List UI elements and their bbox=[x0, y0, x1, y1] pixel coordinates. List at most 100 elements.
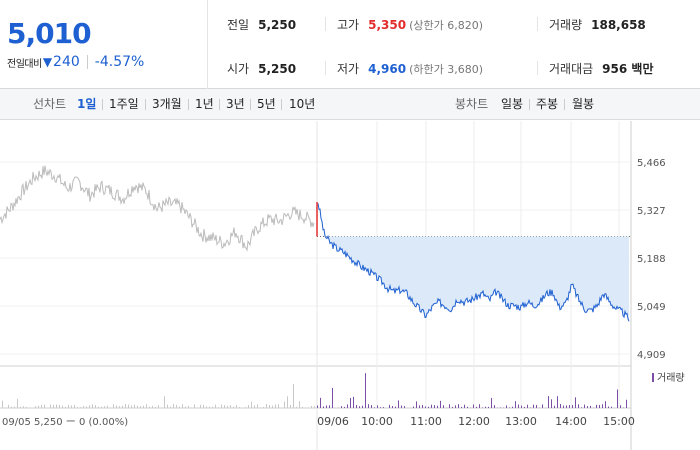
price-chart[interactable]: 5,466 5,327 5,188 5,049 4,909 09/06 10:00 11:00… bbox=[0, 121, 700, 450]
change-percent: -4.57% bbox=[94, 54, 145, 70]
volume-bar bbox=[494, 405, 495, 408]
volume-bar bbox=[596, 404, 597, 408]
lower-limit: (하한가 3,680) bbox=[409, 63, 483, 76]
volume-bar bbox=[371, 405, 372, 408]
time-tick-label: 14:00 bbox=[555, 415, 587, 428]
candle-daily-button[interactable]: 일봉 bbox=[501, 97, 524, 111]
volume-bar bbox=[347, 404, 348, 408]
period-10y-button[interactable]: 10년 bbox=[289, 97, 316, 111]
time-tick-label: 09/06 bbox=[317, 415, 349, 428]
upper-limit: (상한가 6,820) bbox=[409, 19, 483, 32]
volume-bar bbox=[359, 406, 360, 408]
period-5y-button[interactable]: 5년 bbox=[257, 97, 276, 111]
volume-bar bbox=[251, 401, 252, 408]
volume-bar bbox=[443, 405, 444, 408]
volume-bar bbox=[83, 405, 84, 408]
period-3y-button[interactable]: 3년 bbox=[226, 97, 245, 111]
volume-bar bbox=[368, 404, 369, 408]
volume-bar bbox=[119, 406, 120, 408]
volume-bar bbox=[59, 404, 60, 408]
volume-bar bbox=[455, 405, 456, 408]
volume-bar bbox=[536, 404, 537, 408]
volume-legend-swatch bbox=[652, 373, 654, 382]
candle-monthly-button[interactable]: 월봉 bbox=[572, 97, 595, 111]
volume-bar bbox=[167, 404, 168, 408]
volume-bar bbox=[260, 407, 261, 408]
low-label: 저가 bbox=[337, 62, 360, 76]
volume-bar bbox=[302, 406, 303, 408]
volume-bar bbox=[155, 406, 156, 408]
volume-bar bbox=[95, 405, 96, 408]
current-price: 5,010 bbox=[7, 17, 92, 50]
volume-bar bbox=[626, 399, 627, 408]
volume-bar bbox=[584, 404, 585, 408]
volume-bar bbox=[143, 405, 144, 408]
price-chart-svg: 5,466 5,327 5,188 5,049 4,909 09/06 10:00 11:00… bbox=[0, 121, 685, 450]
divider bbox=[250, 99, 251, 110]
divider bbox=[325, 17, 326, 31]
prev-close-label: 전일 bbox=[227, 18, 250, 32]
period-1y-button[interactable]: 1년 bbox=[195, 97, 214, 111]
volume-bar bbox=[230, 405, 231, 408]
prev-close-value: 5,250 bbox=[258, 18, 297, 32]
volume-bar bbox=[356, 405, 357, 408]
volume-bar bbox=[473, 404, 474, 408]
divider bbox=[102, 99, 103, 110]
volume-bar bbox=[452, 406, 453, 408]
volume-bar bbox=[77, 407, 78, 408]
volume-bar bbox=[71, 405, 72, 408]
volume-bar bbox=[611, 406, 612, 408]
volume-bar bbox=[383, 407, 384, 408]
volume-bar bbox=[482, 407, 483, 408]
volume-bar bbox=[428, 406, 429, 408]
open-label: 시가 bbox=[227, 62, 250, 76]
volume-bar bbox=[542, 404, 543, 408]
low-stat: 저가 4,960 (하한가 3,680) bbox=[337, 60, 483, 77]
volume-bar bbox=[212, 406, 213, 408]
today-area-fill bbox=[318, 236, 629, 322]
volume-bar bbox=[188, 405, 189, 408]
volume-bar bbox=[599, 404, 600, 408]
volume-bar bbox=[587, 406, 588, 408]
volume-bar bbox=[476, 406, 477, 408]
volume-stat: 거래량 188,658 bbox=[549, 16, 646, 33]
high-value: 5,350 bbox=[368, 18, 407, 32]
volume-bar bbox=[581, 407, 582, 408]
volume-bar bbox=[467, 406, 468, 408]
volume-bar bbox=[233, 406, 234, 408]
volume-bar bbox=[65, 406, 66, 408]
volume-bar bbox=[263, 407, 264, 408]
period-3m-button[interactable]: 3개월 bbox=[152, 97, 182, 111]
volume-bar bbox=[389, 404, 390, 408]
volume-bar bbox=[488, 406, 489, 408]
time-tick-label: 10:00 bbox=[361, 415, 393, 428]
candle-weekly-button[interactable]: 주봉 bbox=[536, 97, 559, 111]
volume-bar bbox=[512, 406, 513, 408]
volume-bar bbox=[284, 401, 285, 408]
volume-bar bbox=[485, 406, 486, 408]
volume-bar bbox=[344, 406, 345, 408]
volume-bar bbox=[26, 406, 27, 408]
volume-bar bbox=[107, 405, 108, 408]
divider bbox=[188, 99, 189, 110]
volume-bar bbox=[104, 406, 105, 408]
volume-bar bbox=[449, 404, 450, 408]
volume-bar bbox=[179, 406, 180, 408]
volume-bar bbox=[524, 406, 525, 408]
volume-bar bbox=[41, 405, 42, 408]
volume-bar bbox=[551, 399, 552, 408]
volume-bar bbox=[398, 400, 399, 408]
divider bbox=[281, 99, 282, 110]
volume-bar bbox=[53, 404, 54, 408]
volume-bar bbox=[458, 404, 459, 408]
volume-bar bbox=[131, 405, 132, 408]
volume-bar bbox=[140, 406, 141, 408]
volume-bar bbox=[317, 405, 318, 408]
period-1w-button[interactable]: 1주일 bbox=[109, 97, 139, 111]
volume-bar bbox=[290, 405, 291, 408]
period-1d-button[interactable]: 1일 bbox=[77, 97, 97, 111]
volume-bar bbox=[215, 404, 216, 408]
volume-bar bbox=[314, 406, 315, 408]
volume-bar bbox=[557, 396, 558, 408]
volume-bar bbox=[224, 405, 225, 408]
